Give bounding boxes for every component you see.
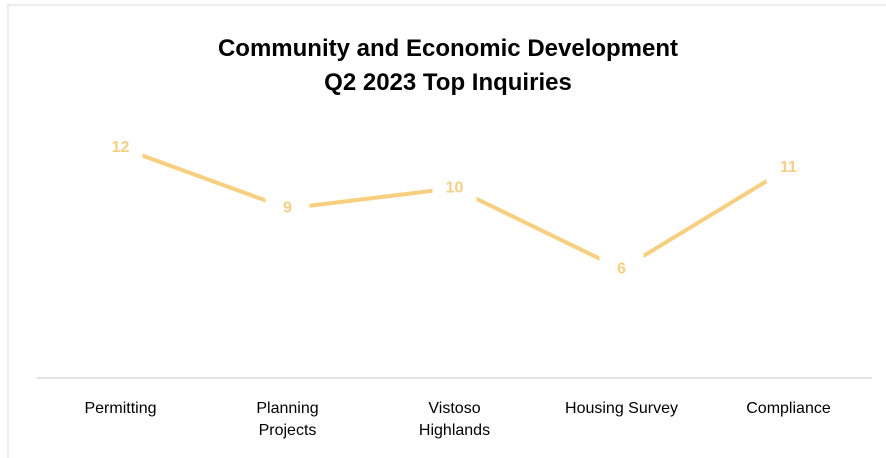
data-label: 9 [283,200,292,217]
x-tick-label: Planning Projects [256,400,319,439]
x-tick-label: Compliance [746,400,831,417]
chart-subtitle: Q2 2023 Top Inquiries [324,69,572,96]
data-label: 11 [780,159,797,176]
x-tick-label: Vistoso Highlands [418,400,491,439]
data-label: 6 [617,261,626,278]
label-background [599,254,644,285]
x-tick-label: Permitting [84,400,157,417]
chart-frame [7,4,886,458]
label-background [766,152,811,183]
data-label: 12 [112,139,130,156]
chart-title: Community and Economic Development [218,35,678,62]
x-tick-label: Housing Survey [565,400,678,417]
label-background [98,132,143,163]
data-label: 10 [446,179,464,196]
label-background [265,193,310,224]
label-background [432,173,477,204]
